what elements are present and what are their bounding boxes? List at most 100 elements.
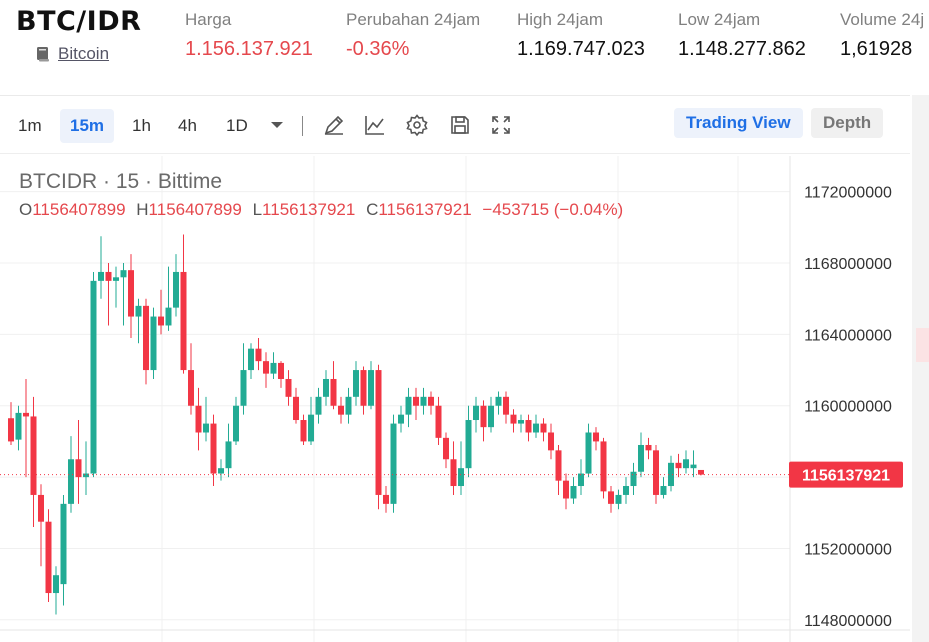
candle-down — [195, 405, 202, 433]
candle-up — [690, 464, 697, 469]
coin-name-label[interactable]: Bitcoin — [58, 44, 110, 63]
candle-down — [645, 444, 652, 451]
candle-down — [8, 418, 14, 442]
candle-up — [15, 412, 22, 440]
candle-down — [525, 420, 532, 433]
candle-down — [180, 271, 187, 371]
stat-price: Harga 1.156.137.921 — [185, 10, 313, 61]
save-icon[interactable] — [448, 113, 472, 137]
candle-up — [398, 414, 404, 424]
candle-down — [450, 459, 457, 487]
candle-up — [173, 271, 179, 308]
timeframe-15m[interactable]: 15m — [60, 109, 115, 143]
candle-down — [413, 396, 419, 406]
candle-up — [533, 423, 539, 433]
gear-icon[interactable] — [405, 113, 429, 137]
candle-down — [278, 362, 284, 379]
timeframe-4h[interactable]: 4h — [178, 116, 197, 135]
timeframe-1d[interactable]: 1D — [226, 116, 248, 135]
stat-label: High 24jam — [517, 10, 603, 29]
candle-up — [390, 423, 397, 504]
ohlc-low-label: L — [252, 200, 263, 219]
stat-label: Perubahan 24jam — [346, 10, 481, 29]
indicator-icon[interactable] — [363, 113, 387, 137]
candle-down — [300, 420, 307, 442]
side-panel-highlight — [916, 328, 929, 362]
candle-up — [248, 348, 254, 371]
candle-down — [435, 405, 442, 438]
candle-up — [458, 468, 464, 487]
candle-down — [23, 412, 29, 417]
y-axis-tick-label: 1152000000 — [804, 541, 892, 558]
candle-up — [660, 486, 667, 495]
candle-down — [375, 370, 382, 495]
candle-up — [420, 396, 427, 406]
market-header: BTC/IDR Bitcoin Harga 1.156.137.921 Peru… — [0, 0, 929, 88]
pen-tool-icon[interactable] — [322, 113, 346, 137]
chart-canvas[interactable]: 1172000000 1168000000 1164000000 1160000000… — [0, 156, 910, 642]
ohlc-close-value: 1156137921 — [378, 200, 472, 219]
candle-up — [518, 420, 524, 424]
book-icon — [37, 47, 49, 62]
candle-down — [143, 305, 149, 371]
candle-down — [128, 270, 134, 317]
candle-up — [405, 396, 412, 415]
candle-up — [488, 405, 494, 428]
y-axis-tick-label: 1172000000 — [804, 185, 892, 202]
candle-down — [30, 416, 37, 495]
candle-down — [105, 271, 112, 281]
candle-up — [368, 370, 374, 406]
candle-down — [563, 480, 569, 499]
candle-up — [465, 420, 472, 469]
stat-value: 1.169.747.023 — [517, 38, 645, 60]
ohlc-open-label: O — [19, 200, 33, 219]
fullscreen-icon[interactable] — [489, 113, 513, 137]
coin-info-link[interactable]: Bitcoin — [36, 44, 109, 64]
timeframe-1m[interactable]: 1m — [18, 116, 42, 135]
candle-down — [510, 414, 517, 424]
candle-up — [165, 307, 172, 326]
candle-up — [638, 444, 644, 472]
stat-label: Harga — [185, 10, 232, 29]
candle-down — [38, 494, 44, 522]
candle-down — [293, 396, 299, 421]
candle-up — [495, 396, 502, 406]
chevron-down-icon[interactable] — [265, 113, 289, 137]
ohlc-open-value: 1156407899 — [32, 200, 126, 219]
candle-down — [503, 396, 509, 415]
candle-up — [83, 473, 89, 478]
candle-down — [263, 361, 269, 374]
candle-up — [323, 378, 329, 397]
candle-down — [45, 521, 52, 594]
ohlc-close-label: C — [366, 200, 379, 219]
candle-down — [555, 450, 562, 481]
candle-up — [570, 486, 577, 499]
candle-down — [443, 437, 449, 460]
candle-up — [315, 396, 322, 415]
candle-up — [615, 494, 622, 504]
stat-change-24h: Perubahan 24jam -0.36% — [346, 10, 480, 61]
stat-value: 1,61928 — [840, 38, 913, 60]
y-axis-tick-label: 1160000000 — [804, 399, 892, 416]
candle-up — [233, 405, 239, 442]
candle-down — [338, 405, 344, 415]
candle-up — [203, 423, 209, 433]
candle-down — [210, 423, 217, 474]
candle-up — [225, 441, 232, 469]
ohlc-change-value: −453715 (−0.04%) — [482, 200, 624, 219]
candle-down — [653, 450, 659, 495]
candle-up — [113, 277, 119, 281]
stat-value: 1.156.137.921 — [185, 38, 313, 60]
timeframe-1h[interactable]: 1h — [132, 116, 151, 135]
ohlc-high-value: 1156407899 — [148, 200, 242, 219]
chart-legend-title: BTCIDR · 15 · Bittime — [19, 170, 223, 193]
candlestick-chart[interactable]: 1172000000 1168000000 1164000000 1160000000… — [0, 156, 910, 642]
stat-label: Low 24jam — [678, 10, 761, 29]
candle-down — [675, 462, 682, 469]
candle-down — [158, 316, 164, 326]
candle-down — [608, 491, 614, 504]
depth-button[interactable]: Depth — [811, 108, 884, 138]
stat-value: 1.148.277.862 — [678, 38, 806, 60]
candle-down — [255, 348, 262, 362]
trading-view-button[interactable]: Trading View — [674, 108, 803, 138]
